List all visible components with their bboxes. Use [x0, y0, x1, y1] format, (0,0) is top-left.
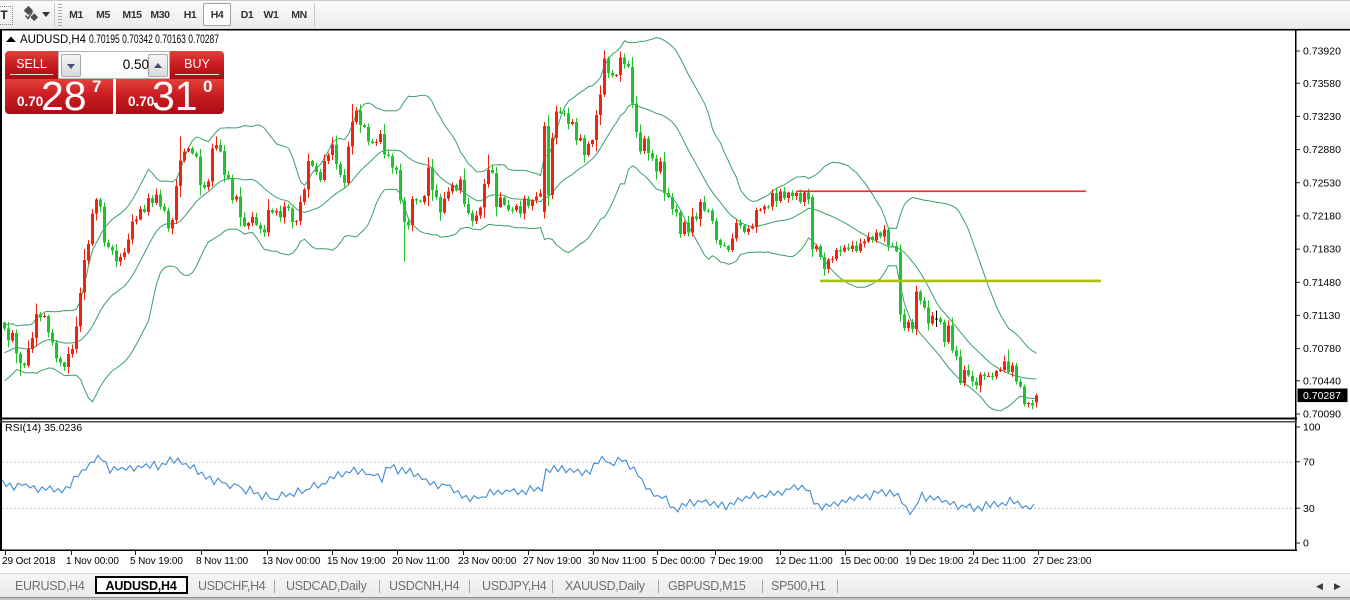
svg-text:12 Dec 11:00: 12 Dec 11:00: [775, 556, 833, 567]
svg-text:0.70090: 0.70090: [1303, 409, 1341, 421]
svg-text:0.71130: 0.71130: [1303, 310, 1340, 322]
svg-text:8 Nov 11:00: 8 Nov 11:00: [196, 556, 249, 567]
svg-text:0.71830: 0.71830: [1303, 244, 1341, 256]
svg-text:0.73230: 0.73230: [1303, 111, 1341, 123]
svg-text:0.73920: 0.73920: [1303, 46, 1341, 58]
svg-text:29 Oct 2018: 29 Oct 2018: [2, 556, 56, 567]
svg-text:30: 30: [1303, 503, 1315, 515]
svg-text:0.70195 0.70342 0.70163 0.7028: 0.70195 0.70342 0.70163 0.70287: [89, 32, 219, 46]
svg-text:23 Nov 00:00: 23 Nov 00:00: [458, 556, 517, 567]
svg-text:0.70287: 0.70287: [1303, 390, 1341, 402]
svg-text:AUDUSD,H4: AUDUSD,H4: [20, 32, 86, 46]
svg-text:70: 70: [1303, 456, 1315, 468]
svg-text:27 Dec 23:00: 27 Dec 23:00: [1033, 556, 1092, 567]
svg-text:RSI(14) 35.0236: RSI(14) 35.0236: [5, 422, 82, 434]
svg-text:0.72530: 0.72530: [1303, 177, 1341, 189]
svg-text:27 Nov 19:00: 27 Nov 19:00: [523, 556, 582, 567]
svg-text:5 Nov 19:00: 5 Nov 19:00: [130, 556, 183, 567]
svg-text:15 Nov 19:00: 15 Nov 19:00: [327, 556, 386, 567]
svg-text:7 Dec 19:00: 7 Dec 19:00: [710, 556, 763, 567]
svg-text:0.73580: 0.73580: [1303, 78, 1341, 90]
svg-text:30 Nov 11:00: 30 Nov 11:00: [588, 556, 646, 567]
svg-text:100: 100: [1303, 422, 1321, 434]
svg-text:0.71480: 0.71480: [1303, 277, 1341, 289]
svg-text:0.72180: 0.72180: [1303, 211, 1341, 223]
svg-text:13 Nov 00:00: 13 Nov 00:00: [262, 556, 321, 567]
svg-text:0.72880: 0.72880: [1303, 144, 1341, 156]
svg-text:24 Dec 11:00: 24 Dec 11:00: [968, 556, 1026, 567]
svg-text:0.70440: 0.70440: [1303, 375, 1341, 387]
svg-text:1 Nov 00:00: 1 Nov 00:00: [66, 556, 119, 567]
svg-text:0: 0: [1303, 538, 1309, 550]
svg-text:0.70780: 0.70780: [1303, 343, 1341, 355]
svg-text:15 Dec 00:00: 15 Dec 00:00: [840, 556, 899, 567]
svg-text:20 Nov 11:00: 20 Nov 11:00: [392, 556, 450, 567]
svg-text:5 Dec 00:00: 5 Dec 00:00: [652, 556, 705, 567]
svg-text:19 Dec 19:00: 19 Dec 19:00: [905, 556, 964, 567]
